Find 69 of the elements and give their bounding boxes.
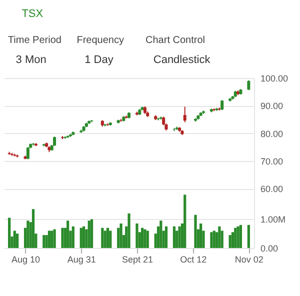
bar [90, 219, 94, 248]
bar [231, 232, 234, 248]
bar [32, 209, 35, 248]
x-tick-label: Sept 21 [122, 254, 153, 264]
text: Frequency [76, 35, 124, 46]
bar [26, 220, 30, 248]
bar [184, 194, 186, 248]
bar [234, 228, 237, 248]
x-tick-label: Oct 12 [180, 254, 207, 264]
bar [13, 230, 16, 248]
text: 3 Mon [16, 54, 46, 66]
bar [120, 224, 122, 248]
bar [247, 224, 250, 248]
bar [176, 230, 178, 248]
bar [101, 228, 104, 248]
bar [200, 224, 202, 248]
bar [80, 228, 82, 248]
bar [53, 229, 56, 248]
text: Time Period [8, 35, 62, 46]
bar [178, 226, 181, 248]
text: Chart Control [146, 35, 205, 46]
bar [106, 228, 110, 248]
candlestick [183, 106, 186, 123]
candlestick [53, 136, 56, 146]
bar [88, 220, 90, 248]
bar [42, 235, 46, 248]
bar [109, 230, 112, 248]
bar [144, 229, 146, 248]
text: TSX [22, 8, 44, 20]
bar [218, 226, 221, 248]
bar [16, 234, 19, 248]
bar [164, 226, 168, 248]
y-tick-label: 80.00 [260, 128, 284, 139]
bar [104, 230, 106, 248]
bar [160, 220, 162, 248]
bar [236, 226, 240, 248]
bar [61, 228, 64, 248]
candlestick [26, 146, 30, 160]
bar [212, 230, 216, 248]
x-tick-label: Aug 10 [12, 254, 40, 264]
y2-tick-label: 1.00M [260, 214, 286, 225]
bar [172, 226, 176, 248]
y-tick-label: 60.00 [260, 184, 284, 194]
bar [228, 235, 232, 248]
bar [117, 228, 120, 248]
y-tick-label: 90.00 [260, 101, 284, 112]
x-tick-label: Nov 02 [234, 254, 264, 264]
bar [146, 230, 149, 248]
bar [220, 230, 224, 248]
bar [194, 214, 197, 248]
bar [66, 220, 70, 248]
bar [239, 224, 242, 248]
bar [210, 232, 213, 248]
bar [136, 224, 138, 248]
bar [48, 230, 51, 248]
bar [141, 228, 144, 248]
y-tick-label: 70.00 [260, 156, 284, 166]
bar [128, 213, 130, 248]
candlestick [247, 80, 250, 91]
y2-tick-label: 0.00 [260, 244, 278, 254]
bar [72, 226, 74, 248]
bar [8, 218, 11, 248]
bar [82, 226, 86, 248]
bar [50, 230, 54, 248]
text: 1 Day [84, 54, 114, 66]
y-tick-label: 100.00 [260, 74, 288, 84]
candlestick [220, 100, 224, 111]
x-tick-label: Aug 31 [67, 254, 96, 264]
text: Candlestick [153, 54, 211, 66]
